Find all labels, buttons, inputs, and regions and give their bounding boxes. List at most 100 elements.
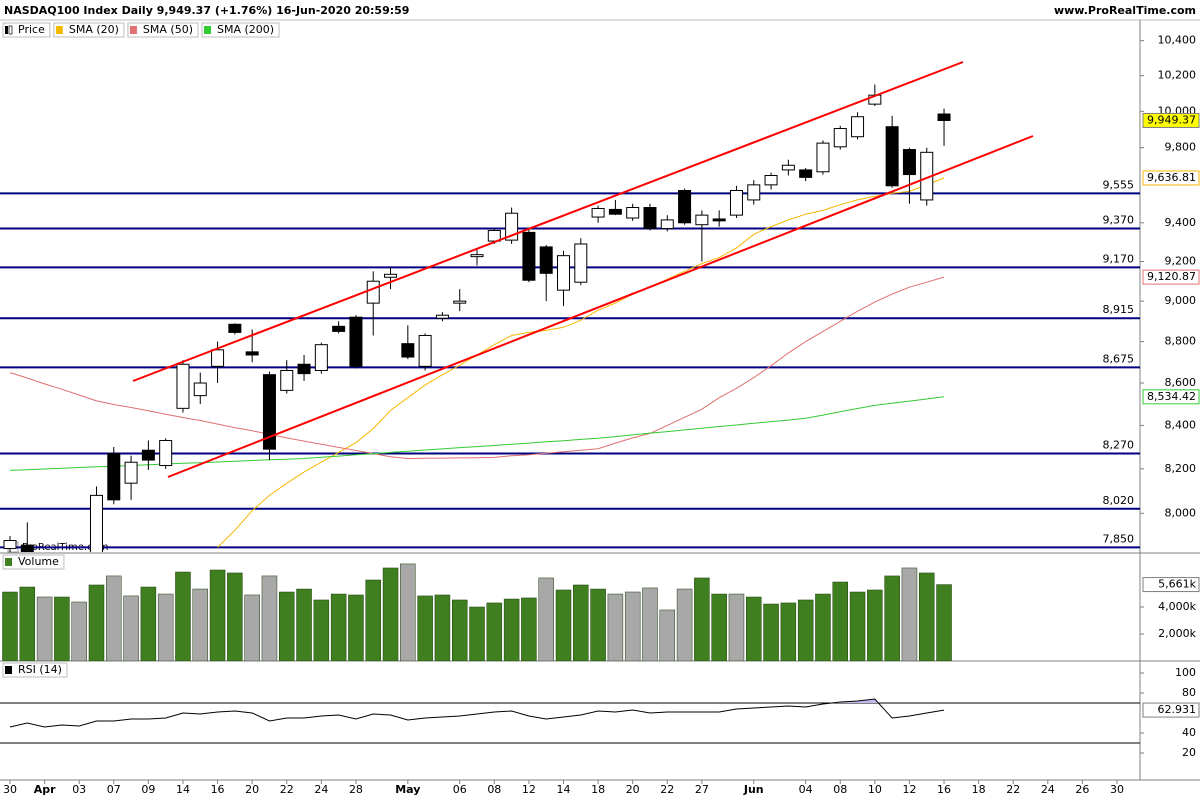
x-tick-label: 07 <box>107 783 121 796</box>
legend-swatch <box>5 558 12 566</box>
x-tick-label: 10 <box>868 783 882 796</box>
candle-body <box>107 453 121 501</box>
legend-item: SMA (50) <box>127 22 199 38</box>
volume-bar <box>624 591 641 661</box>
candle-body <box>608 208 622 215</box>
value-box: 9,949.37 <box>1142 112 1200 128</box>
x-tick-label: 03 <box>72 783 86 796</box>
volume-bar <box>711 593 727 661</box>
volume-bar <box>676 588 693 661</box>
x-tick-label: 22 <box>1006 783 1020 796</box>
volume-bar <box>140 586 157 661</box>
y-tick-label: 2,000k <box>1158 627 1196 640</box>
candle-body <box>124 461 138 484</box>
candle-body <box>89 494 103 552</box>
level-label: 8,270 <box>1103 439 1135 452</box>
candle-body <box>3 540 17 550</box>
level-label: 9,555 <box>1103 178 1135 191</box>
x-tick-label: Apr <box>34 783 56 796</box>
y-tick-label: 8,200 <box>1165 462 1197 475</box>
volume-bar <box>36 596 53 661</box>
volume-bar <box>279 591 295 661</box>
volume-bar <box>313 599 330 661</box>
volume-bar <box>728 593 745 661</box>
y-tick-label: 100 <box>1175 666 1196 679</box>
volume-bar <box>106 575 122 661</box>
legend-box <box>53 22 125 38</box>
rsi-line <box>9 698 945 728</box>
volume-bar <box>590 588 606 661</box>
volume-bar <box>486 602 503 661</box>
candle-body <box>141 449 155 461</box>
x-tick-label: 16 <box>937 783 951 796</box>
sma-line <box>217 177 945 548</box>
volume-bar <box>746 596 762 661</box>
rsi-plot <box>0 698 1140 744</box>
candle-body <box>816 142 830 173</box>
candle-body <box>557 255 570 291</box>
legend-box <box>127 22 199 38</box>
value-box: 8,534.42 <box>1142 389 1200 405</box>
value-box-bg <box>1142 112 1200 128</box>
value-box-label: 5,661k <box>1158 578 1196 591</box>
candle-body <box>366 280 380 304</box>
volume-bar <box>884 575 900 661</box>
axes: 8,000 8,200 8,400 8,600 8,800 9,000 9,200 9,400… <box>2 22 1200 796</box>
y-tick-label: 9,400 <box>1165 216 1197 229</box>
trendlines <box>132 61 1034 478</box>
volume-bar <box>936 584 952 661</box>
candle-body <box>228 323 242 333</box>
candle-body <box>453 300 467 304</box>
volume-bar <box>901 567 918 661</box>
candle-body <box>314 344 328 371</box>
x-tick-label: 04 <box>799 783 813 796</box>
candle-body <box>833 128 847 148</box>
value-box-bg <box>1142 577 1200 593</box>
volume-bar <box>659 609 676 661</box>
volume-bar <box>832 581 848 661</box>
source: www.ProRealTime.com <box>1054 4 1196 17</box>
trendline-upper <box>132 61 964 382</box>
x-tick-label: 22 <box>660 783 674 796</box>
candle-body <box>764 175 778 186</box>
volume-bar <box>400 563 416 661</box>
candle-body <box>660 219 674 230</box>
value-box: 5,661k <box>1142 577 1200 593</box>
candle-body <box>626 207 640 219</box>
value-box-bg <box>1142 702 1200 718</box>
candle-body <box>176 363 190 409</box>
legend-label: Price <box>18 23 45 36</box>
legend-box <box>2 662 68 678</box>
value-box-bg <box>1142 389 1200 405</box>
volume-bar <box>348 594 364 661</box>
legend-item: SMA (20) <box>53 22 125 38</box>
y-tick-label: 8,400 <box>1165 418 1197 431</box>
volume-bar <box>573 584 589 661</box>
value-box: 9,120.87 <box>1142 269 1200 285</box>
volume-plot <box>2 563 952 661</box>
candle-body <box>401 343 415 358</box>
volume-bar <box>382 567 399 661</box>
volume-bar <box>417 595 433 661</box>
x-tick-label: 26 <box>1075 783 1089 796</box>
volume-bar <box>538 577 554 661</box>
candle-body <box>729 189 743 216</box>
value-box-label: 8,534.42 <box>1147 390 1196 403</box>
y-tick-label: 8,600 <box>1165 376 1197 389</box>
volume-bar <box>244 594 260 661</box>
legend-label: SMA (20) <box>69 23 119 36</box>
trendline-lower <box>167 135 1034 478</box>
candle-body <box>851 116 865 138</box>
candle-body <box>297 363 311 375</box>
volume-bar <box>521 597 537 661</box>
candle-body <box>522 231 536 281</box>
volume-bar <box>88 584 105 661</box>
y-tick-label: 4,000k <box>1158 600 1196 613</box>
legend-item: Volume <box>2 554 65 570</box>
candle-body <box>280 369 294 391</box>
x-tick-label: 24 <box>1041 783 1055 796</box>
x-tick-label: 18 <box>591 783 605 796</box>
volume-bar <box>642 587 658 661</box>
y-tick-label: 20 <box>1182 746 1196 759</box>
